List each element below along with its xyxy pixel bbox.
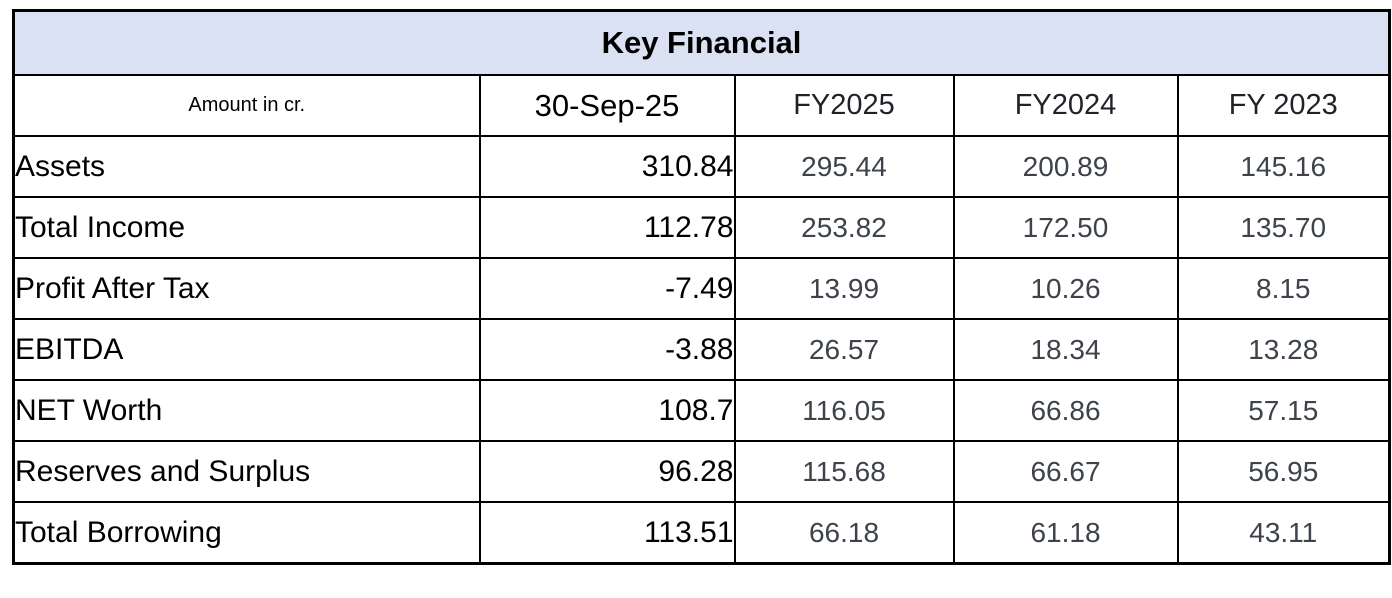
column-header-30-sep-25: 30-Sep-25 [478, 74, 736, 137]
key-financial-table: Key Financial Amount in cr. 30-Sep-25 FY… [12, 9, 1391, 565]
cell-value: 26.57 [733, 318, 955, 381]
cell-value: 8.15 [1176, 257, 1391, 320]
cell-value: 96.28 [478, 440, 736, 503]
cell-value: 172.50 [952, 196, 1179, 259]
table-row-total-income: Total Income 112.78 253.82 172.50 135.70 [12, 196, 1391, 259]
cell-value: 66.67 [952, 440, 1179, 503]
cell-value: 253.82 [733, 196, 955, 259]
row-label: Assets [12, 135, 481, 198]
row-label: Total Income [12, 196, 481, 259]
row-label: EBITDA [12, 318, 481, 381]
cell-value: 112.78 [478, 196, 736, 259]
title-row: Key Financial [12, 9, 1391, 76]
cell-value: 61.18 [952, 501, 1179, 565]
table-row-assets: Assets 310.84 295.44 200.89 145.16 [12, 135, 1391, 198]
cell-value: 10.26 [952, 257, 1179, 320]
column-header-fy2025: FY2025 [733, 74, 955, 137]
cell-value: 135.70 [1176, 196, 1391, 259]
unit-label: Amount in cr. [12, 74, 481, 137]
cell-value: 310.84 [478, 135, 736, 198]
cell-value: 66.86 [952, 379, 1179, 442]
cell-value: 43.11 [1176, 501, 1391, 565]
row-label: Profit After Tax [12, 257, 481, 320]
cell-value: 113.51 [478, 501, 736, 565]
financial-table: Key Financial Amount in cr. 30-Sep-25 FY… [12, 9, 1391, 565]
cell-value: 66.18 [733, 501, 955, 565]
cell-value: 116.05 [733, 379, 955, 442]
cell-value: 18.34 [952, 318, 1179, 381]
table-row-profit-after-tax: Profit After Tax -7.49 13.99 10.26 8.15 [12, 257, 1391, 320]
cell-value: 13.28 [1176, 318, 1391, 381]
cell-value: -3.88 [478, 318, 736, 381]
row-label: NET Worth [12, 379, 481, 442]
table-row-ebitda: EBITDA -3.88 26.57 18.34 13.28 [12, 318, 1391, 381]
header-row: Amount in cr. 30-Sep-25 FY2025 FY2024 FY… [12, 74, 1391, 137]
column-header-fy2023: FY 2023 [1176, 74, 1391, 137]
table-row-reserves-and-surplus: Reserves and Surplus 96.28 115.68 66.67 … [12, 440, 1391, 503]
table-row-net-worth: NET Worth 108.7 116.05 66.86 57.15 [12, 379, 1391, 442]
cell-value: 108.7 [478, 379, 736, 442]
row-label: Reserves and Surplus [12, 440, 481, 503]
cell-value: 115.68 [733, 440, 955, 503]
cell-value: 295.44 [733, 135, 955, 198]
column-header-fy2024: FY2024 [952, 74, 1179, 137]
cell-value: -7.49 [478, 257, 736, 320]
cell-value: 145.16 [1176, 135, 1391, 198]
table-title: Key Financial [12, 9, 1391, 76]
cell-value: 13.99 [733, 257, 955, 320]
cell-value: 200.89 [952, 135, 1179, 198]
cell-value: 56.95 [1176, 440, 1391, 503]
row-label: Total Borrowing [12, 501, 481, 565]
cell-value: 57.15 [1176, 379, 1391, 442]
table-row-total-borrowing: Total Borrowing 113.51 66.18 61.18 43.11 [12, 501, 1391, 565]
